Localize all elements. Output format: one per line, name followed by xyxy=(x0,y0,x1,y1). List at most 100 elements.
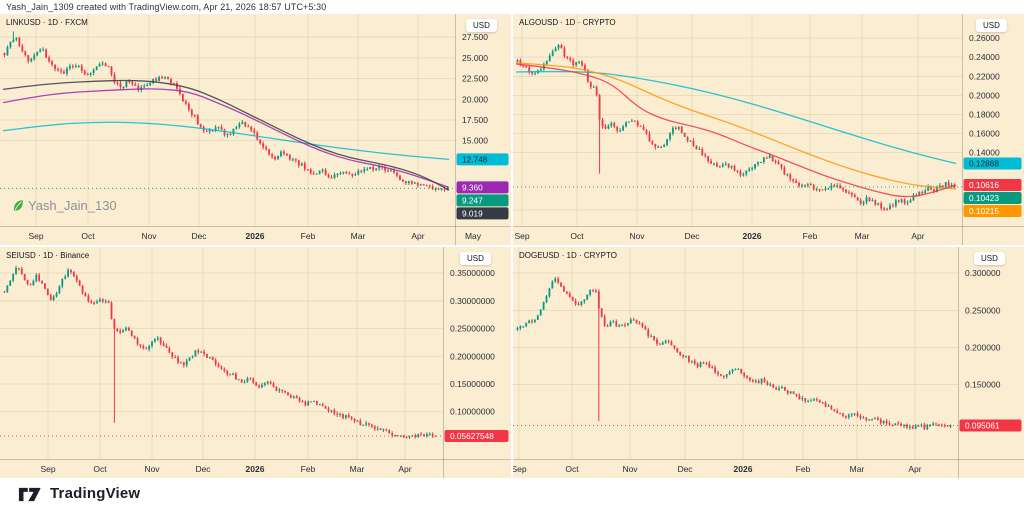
price-scale[interactable]: 0.35000000 0.30000000 0.25000000 0.20000000… xyxy=(444,268,509,442)
price-label-text: 0.10423 xyxy=(969,193,999,203)
price-label-text: 0.05627548 xyxy=(450,431,494,441)
chart-plot-dogeusd[interactable]: 0.300000 0.250000 0.200000 0.150000 0.095061… xyxy=(513,247,1024,478)
currency-button[interactable]: USD xyxy=(974,252,1005,265)
price-label xyxy=(963,178,1022,191)
chart-plot-seiusd[interactable]: 0.35000000 0.30000000 0.25000000 0.20000000… xyxy=(0,247,511,478)
price-label xyxy=(959,419,1022,432)
ma-red xyxy=(515,63,957,198)
chart-plot-linkusd[interactable]: 27.500 25.000 22.500 20.000 17.500 15.000 12.7… xyxy=(0,14,511,245)
x-tick-label: 2026 xyxy=(743,231,762,241)
tradingview-logo-icon[interactable] xyxy=(18,485,44,502)
chart-symbol-title: SEIUSD · 1D · Binance xyxy=(6,251,90,260)
y-tick-label: 27.500 xyxy=(462,32,488,42)
price-scale[interactable]: 27.500 25.000 22.500 20.000 17.500 15.000 12.7… xyxy=(456,32,509,220)
time-scale[interactable]: Sep Oct Nov Dec 2026 Feb Mar Apr xyxy=(514,231,924,241)
ma-dark xyxy=(2,79,450,191)
y-tick-label: 0.150000 xyxy=(965,380,1001,390)
time-scale[interactable]: Sep Oct Nov Dec 2026 Feb Mar Apr xyxy=(40,464,411,474)
x-tick-label: Mar xyxy=(350,464,365,474)
price-label-text: 0.10215 xyxy=(969,206,999,216)
chart-symbol-title: LINKUSD · 1D · FXCM xyxy=(6,18,88,27)
y-tick-label: 0.25000000 xyxy=(450,324,495,334)
grid-lines xyxy=(0,14,455,226)
y-tick-label: 0.35000000 xyxy=(450,268,495,278)
price-label xyxy=(963,204,1022,217)
price-label xyxy=(444,429,509,442)
tradingview-wordmark[interactable]: TradingView xyxy=(50,485,141,502)
price-label-text: 0.10616 xyxy=(969,180,999,190)
x-tick-label: Sep xyxy=(514,231,529,241)
x-tick-label: 2026 xyxy=(734,464,753,474)
x-tick-label: Feb xyxy=(301,464,316,474)
price-label-text: 9.247 xyxy=(462,195,483,205)
x-tick-label: Oct xyxy=(93,464,107,474)
candlestick-series xyxy=(3,31,449,192)
x-tick-label: Nov xyxy=(144,464,160,474)
chart-grid: 27.500 25.000 22.500 20.000 17.500 15.000 12.7… xyxy=(0,14,1024,478)
attribution-text: Yash_Jain_1309 created with TradingView.… xyxy=(6,2,327,12)
candlestick-series xyxy=(3,265,437,439)
chart-symbol-title: ALGOUSD · 1D · CRYPTO xyxy=(519,18,616,27)
x-tick-label: Nov xyxy=(629,231,645,241)
price-scale[interactable]: 0.26000 0.24000 0.22000 0.20000 0.18000 0.160… xyxy=(963,33,1022,217)
grid-lines xyxy=(0,247,443,459)
x-tick-label: Apr xyxy=(411,231,424,241)
x-tick-label: Apr xyxy=(911,231,924,241)
x-tick-label: Feb xyxy=(803,231,818,241)
y-tick-label: 20.000 xyxy=(462,94,488,104)
currency-button[interactable]: USD xyxy=(460,252,491,265)
time-scale[interactable]: Sep Oct Nov Dec 2026 Feb Mar Apr May xyxy=(28,231,481,241)
footer: TradingView xyxy=(0,478,1024,509)
ma-orange xyxy=(515,62,957,190)
x-tick-label: Dec xyxy=(191,231,207,241)
chart-symbol-title: DOGEUSD · 1D · CRYPTO xyxy=(519,251,617,260)
chart-panel-seiusd: 0.35000000 0.30000000 0.25000000 0.20000000… xyxy=(0,247,511,478)
chart-panel-algousd: 0.26000 0.24000 0.22000 0.20000 0.18000 0.160… xyxy=(513,14,1024,245)
price-label-text: 9.019 xyxy=(462,208,483,218)
price-label xyxy=(456,194,509,207)
y-tick-label: 0.14000 xyxy=(969,148,1000,158)
price-label-text: 0.095061 xyxy=(965,420,1000,430)
y-tick-label: 0.20000 xyxy=(969,90,1000,100)
x-tick-label: Nov xyxy=(141,231,157,241)
price-label xyxy=(456,207,509,220)
x-tick-label: Mar xyxy=(351,231,366,241)
currency-button[interactable]: USD xyxy=(976,19,1007,32)
chart-plot-algousd[interactable]: 0.26000 0.24000 0.22000 0.20000 0.18000 0.160… xyxy=(513,14,1024,245)
price-label-text: 9.360 xyxy=(462,182,483,192)
y-tick-label: 22.500 xyxy=(462,74,488,84)
x-tick-label: Apr xyxy=(908,464,921,474)
y-tick-label: 0.24000 xyxy=(969,52,1000,62)
time-scale[interactable]: Sep Oct Nov Dec 2026 Feb Mar Apr xyxy=(513,464,922,474)
x-tick-label: 2026 xyxy=(246,464,265,474)
candlestick-series xyxy=(516,43,956,211)
x-tick-label: May xyxy=(465,231,482,241)
ma-teal xyxy=(2,121,450,160)
y-tick-label: 15.000 xyxy=(462,136,488,146)
currency-button[interactable]: USD xyxy=(466,19,497,32)
chart-panel-linkusd: 27.500 25.000 22.500 20.000 17.500 15.000 12.7… xyxy=(0,14,511,245)
chart-panel-dogeusd: 0.300000 0.250000 0.200000 0.150000 0.095061… xyxy=(513,247,1024,478)
x-tick-label: 2026 xyxy=(246,231,265,241)
x-tick-label: Oct xyxy=(81,231,95,241)
price-label xyxy=(963,191,1022,204)
candlestick-series xyxy=(516,276,952,431)
y-tick-label: 0.10000000 xyxy=(450,407,495,417)
grid-lines xyxy=(513,14,962,226)
x-tick-label: Sep xyxy=(513,464,527,474)
y-tick-label: 17.500 xyxy=(462,115,488,125)
y-tick-label: 0.20000000 xyxy=(450,351,495,361)
watermark-text: Yash_Jain_130 xyxy=(28,198,117,213)
x-tick-label: Apr xyxy=(398,464,411,474)
y-tick-label: 25.000 xyxy=(462,53,488,63)
x-tick-label: Feb xyxy=(301,231,316,241)
y-tick-label: 0.300000 xyxy=(965,268,1001,278)
price-scale[interactable]: 0.300000 0.250000 0.200000 0.150000 0.095061 xyxy=(959,268,1022,432)
y-tick-label: 0.16000 xyxy=(969,129,1000,139)
x-tick-label: Dec xyxy=(195,464,211,474)
price-label xyxy=(456,153,509,166)
y-tick-label: 0.30000000 xyxy=(450,296,495,306)
ma-purple xyxy=(2,88,450,189)
x-tick-label: Dec xyxy=(684,231,700,241)
x-tick-label: Nov xyxy=(622,464,638,474)
